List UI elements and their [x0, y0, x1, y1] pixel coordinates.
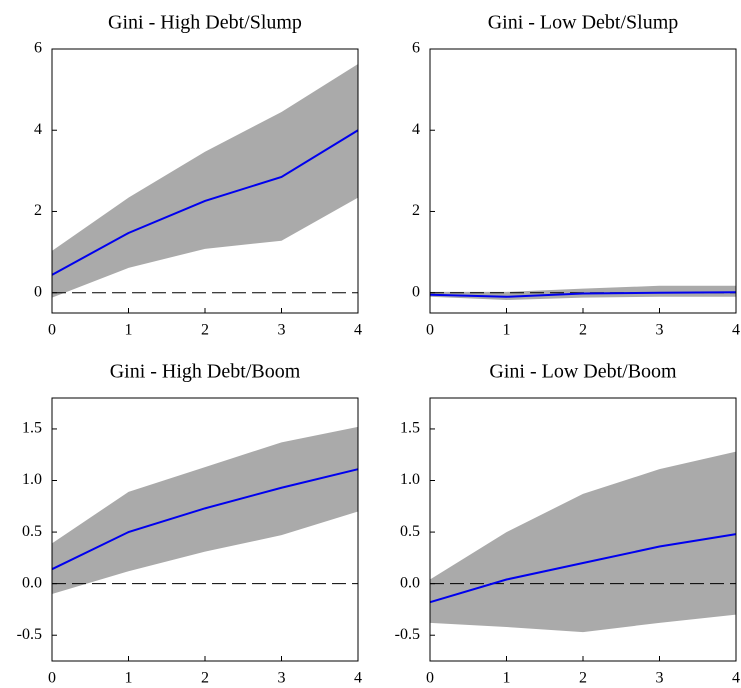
confidence-band — [430, 451, 736, 633]
x-tick-label: 3 — [278, 670, 286, 687]
plot-frame — [429, 48, 737, 314]
y-tick-label: 1.5 — [400, 420, 420, 437]
y-tick-label: 1.0 — [22, 471, 42, 488]
y-tick-label: 6 — [412, 40, 420, 57]
chart-title: Gini - Low Debt/Boom — [489, 361, 677, 383]
y-tick-label: 6 — [34, 40, 42, 57]
y-tick-label: 1.5 — [22, 420, 42, 437]
x-tick-label: 2 — [579, 322, 587, 339]
confidence-band — [52, 426, 358, 594]
line-series — [51, 468, 359, 571]
line-series — [429, 533, 737, 604]
y-tick-label: 0.5 — [400, 523, 420, 540]
x-tick-label: 3 — [656, 322, 664, 339]
x-tick-label: 1 — [503, 322, 511, 339]
confidence-band — [52, 64, 358, 298]
x-tick-label: 4 — [732, 670, 740, 687]
line-series — [51, 129, 359, 276]
x-tick-label: 4 — [354, 670, 362, 687]
x-tick-label: 0 — [426, 322, 434, 339]
x-tick-label: 2 — [201, 322, 209, 339]
y-tick-label: 4 — [34, 121, 42, 138]
y-tick-label: 0.5 — [22, 523, 42, 540]
x-tick-label: 1 — [125, 322, 133, 339]
x-tick-label: 0 — [48, 670, 56, 687]
y-tick-label: 0 — [412, 283, 420, 300]
x-tick-label: 4 — [732, 322, 740, 339]
x-tick-label: 1 — [125, 670, 133, 687]
x-tick-label: 0 — [426, 670, 434, 687]
x-tick-label: 0 — [48, 322, 56, 339]
y-tick-label: 4 — [412, 121, 420, 138]
x-tick-label: 2 — [579, 670, 587, 687]
y-tick-label: -0.5 — [395, 626, 420, 643]
y-tick-label: 1.0 — [400, 471, 420, 488]
line-series — [429, 291, 737, 298]
y-tick-label: 0.0 — [22, 574, 42, 591]
chart-title: Gini - High Debt/Boom — [110, 361, 301, 383]
x-tick-label: 3 — [278, 322, 286, 339]
chart-title: Gini - Low Debt/Slump — [488, 12, 679, 34]
y-tick-label: 0.0 — [400, 574, 420, 591]
x-tick-label: 3 — [656, 670, 664, 687]
y-tick-label: 0 — [34, 283, 42, 300]
chart-title: Gini - High Debt/Slump — [108, 12, 302, 34]
x-tick-label: 1 — [503, 670, 511, 687]
y-tick-label: 2 — [412, 202, 420, 219]
x-tick-label: 2 — [201, 670, 209, 687]
x-tick-label: 4 — [354, 322, 362, 339]
y-tick-label: -0.5 — [17, 626, 42, 643]
y-tick-label: 2 — [34, 202, 42, 219]
